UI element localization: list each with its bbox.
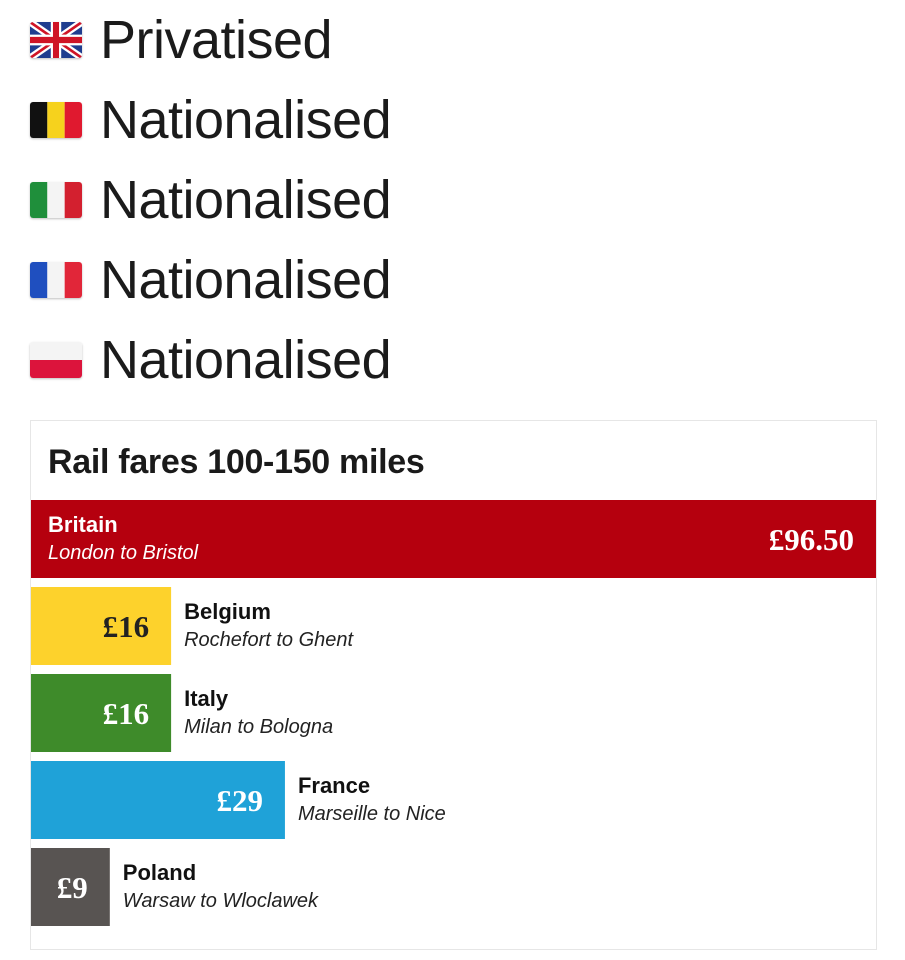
status-row-uk: Privatised: [30, 0, 630, 80]
status-row-france: Nationalised: [30, 240, 630, 320]
france-flag-icon: [30, 262, 82, 298]
country-label-france: France: [298, 773, 370, 798]
country-label-poland: Poland: [123, 860, 196, 885]
status-row-poland: Nationalised: [30, 320, 630, 400]
status-label: Nationalised: [100, 90, 392, 150]
status-row-italy: Nationalised: [30, 160, 630, 240]
belgium-flag-icon: [30, 102, 82, 138]
value-label-belgium: £16: [103, 609, 150, 644]
bar-france: [31, 761, 285, 839]
uk-flag-icon: [30, 22, 82, 58]
poland-flag-icon: [30, 342, 82, 378]
value-label-italy: £16: [103, 696, 150, 731]
country-label-belgium: Belgium: [184, 599, 271, 624]
route-label-poland: Warsaw to Wloclawek: [123, 890, 319, 912]
value-label-france: £29: [216, 783, 263, 818]
chart-title: Rail fares 100-150 miles: [48, 443, 425, 481]
status-label: Nationalised: [100, 170, 392, 230]
country-label-italy: Italy: [184, 686, 229, 711]
status-label: Privatised: [100, 10, 333, 70]
status-list: Privatised Nationalised Nationalised: [30, 0, 630, 400]
status-label: Nationalised: [100, 330, 392, 390]
bar-belgium: [31, 587, 172, 665]
bar-chart: £96.50 Britain London to Bristol £16 Belgium…: [31, 500, 876, 926]
route-label-britain: London to Bristol: [48, 542, 199, 564]
italy-flag-icon: [30, 182, 82, 218]
rail-fares-chart-card: £96.50 Britain London to Bristol £16 Belgium…: [30, 420, 877, 950]
status-row-belgium: Nationalised: [30, 80, 630, 160]
country-label-britain: Britain: [48, 512, 118, 537]
value-label-britain: £96.50: [769, 522, 854, 557]
value-label-poland: £9: [57, 870, 88, 905]
route-label-belgium: Rochefort to Ghent: [184, 629, 354, 651]
bar-britain: [31, 500, 876, 578]
bar-italy: [31, 674, 172, 752]
route-label-italy: Milan to Bologna: [184, 716, 333, 738]
route-label-france: Marseille to Nice: [298, 803, 446, 825]
bar-poland: [31, 848, 110, 926]
status-label: Nationalised: [100, 250, 392, 310]
